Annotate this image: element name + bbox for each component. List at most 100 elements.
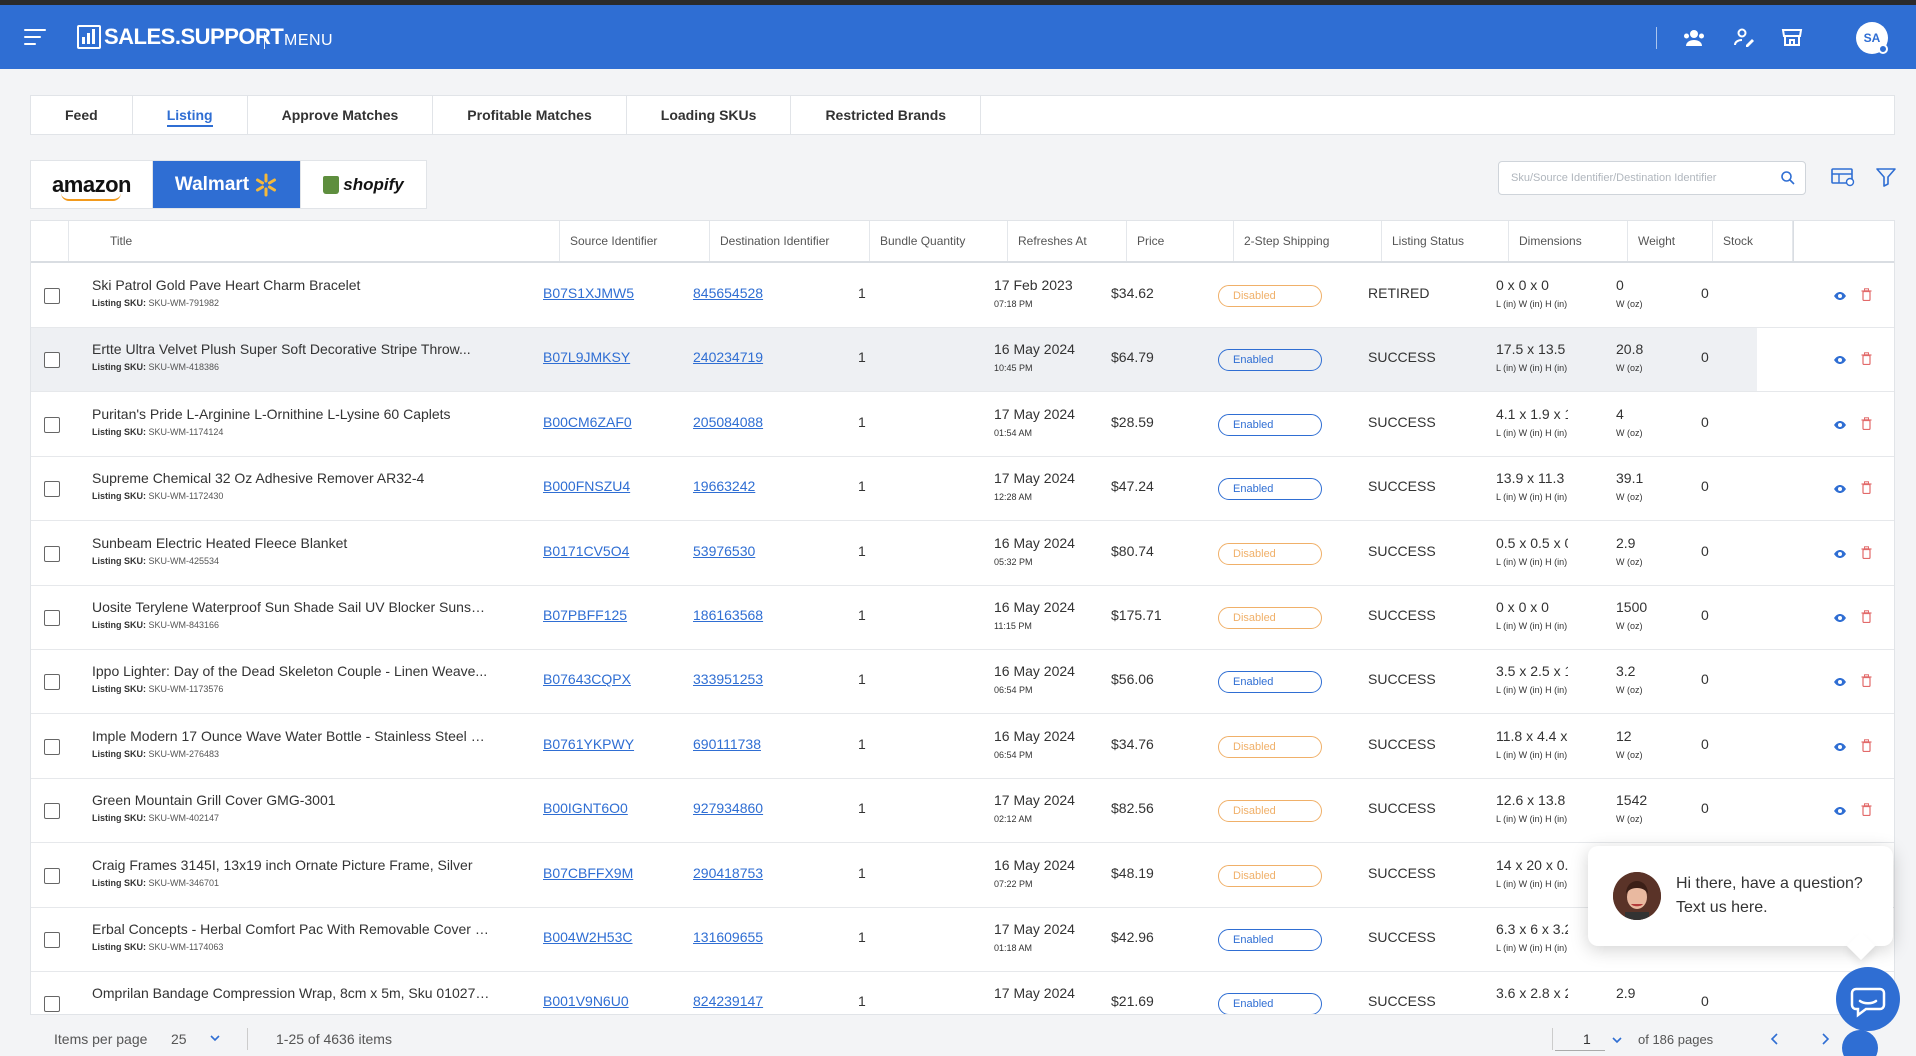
tab-approve-matches[interactable]: Approve Matches — [248, 96, 434, 134]
row-checkbox[interactable] — [44, 932, 60, 948]
product-title[interactable]: Uosite Terylene Waterproof Sun Shade Sai… — [92, 599, 492, 615]
tab-loading-skus[interactable]: Loading SKUs — [627, 96, 792, 134]
row-checkbox[interactable] — [44, 288, 60, 304]
product-title[interactable]: Sunbeam Electric Heated Fleece Blanket — [92, 534, 348, 551]
row-checkbox[interactable] — [44, 996, 60, 1013]
user-edit-icon[interactable] — [1732, 27, 1756, 49]
platform-walmart-button[interactable]: Walmart — [153, 161, 301, 208]
view-eye-icon[interactable] — [1833, 613, 1847, 623]
delete-trash-icon[interactable] — [1861, 288, 1872, 301]
destination-identifier-link[interactable]: 186163568 — [693, 607, 764, 623]
header-source-identifier[interactable]: Source Identifier — [560, 221, 710, 261]
page-chevron-down-icon[interactable] — [1612, 1036, 1622, 1044]
platform-amazon-button[interactable]: amazon — [31, 161, 153, 208]
view-eye-icon[interactable] — [1833, 355, 1847, 365]
destination-identifier-link[interactable]: 53976530 — [693, 542, 756, 559]
prev-page-icon[interactable] — [1770, 1033, 1780, 1045]
delete-trash-icon[interactable] — [1861, 417, 1872, 430]
view-eye-icon[interactable] — [1833, 677, 1847, 687]
delete-trash-icon[interactable] — [1861, 610, 1872, 623]
app-logo[interactable]: SALES.SUPPORT — [77, 24, 284, 49]
header-listing-status[interactable]: Listing Status — [1382, 221, 1509, 261]
refresh-chat-button[interactable] — [1842, 1030, 1878, 1056]
users-icon[interactable] — [1682, 27, 1706, 49]
row-checkbox[interactable] — [44, 610, 60, 626]
menu-label[interactable]: MENU — [284, 32, 334, 49]
shipping-toggle[interactable]: Enabled — [1218, 929, 1322, 951]
view-eye-icon[interactable] — [1833, 291, 1847, 301]
chat-launcher-button[interactable] — [1836, 967, 1900, 1031]
search-icon[interactable] — [1780, 170, 1796, 186]
shipping-toggle[interactable]: Disabled — [1218, 285, 1322, 307]
chevron-down-icon[interactable] — [210, 1034, 220, 1042]
row-checkbox[interactable] — [44, 674, 60, 691]
chat-popup[interactable]: Hi there, have a question? Text us here. — [1588, 846, 1893, 946]
shipping-toggle[interactable]: Enabled — [1218, 349, 1322, 372]
table-row[interactable]: Sunbeam Electric Heated Fleece Blanket Li… — [31, 521, 1894, 586]
destination-identifier-link[interactable]: 290418753 — [693, 864, 764, 881]
shipping-toggle[interactable]: Disabled — [1218, 607, 1322, 629]
header-bundle-quantity[interactable]: Bundle Quantity — [870, 221, 1008, 261]
tab-restricted-brands[interactable]: Restricted Brands — [791, 96, 982, 134]
row-checkbox[interactable] — [44, 352, 60, 369]
search-input[interactable] — [1499, 162, 1767, 194]
user-avatar[interactable]: SA — [1856, 22, 1888, 54]
table-row[interactable]: Craig Frames 3145I, 13x19 inch Ornate Pi… — [31, 843, 1894, 908]
header-title[interactable]: Title — [69, 221, 560, 261]
product-title[interactable]: Craig Frames 3145I, 13x19 inch Ornate Pi… — [92, 856, 473, 873]
source-identifier-link[interactable]: B00CM6ZAF0 — [543, 413, 632, 430]
shipping-toggle[interactable]: Enabled — [1218, 413, 1322, 436]
header-price[interactable]: Price — [1127, 221, 1234, 261]
table-row[interactable]: Imple Modern 17 Ounce Wave Water Bottle … — [31, 714, 1894, 779]
hamburger-menu-icon[interactable] — [24, 29, 46, 45]
page-number-select[interactable]: 1 — [1555, 1027, 1622, 1051]
product-title[interactable]: Supreme Chemical 32 Oz Adhesive Remover … — [92, 470, 425, 487]
header-dimensions[interactable]: Dimensions — [1509, 221, 1628, 261]
view-eye-icon[interactable] — [1833, 549, 1847, 559]
row-checkbox[interactable] — [44, 545, 60, 562]
row-checkbox[interactable] — [44, 803, 60, 820]
destination-identifier-link[interactable]: 845654528 — [693, 285, 764, 301]
view-eye-icon[interactable] — [1833, 420, 1847, 430]
table-row[interactable]: Ippo Lighter: Day of the Dead Skeleton C… — [31, 650, 1894, 715]
shipping-toggle[interactable]: Disabled — [1218, 735, 1322, 758]
table-row[interactable]: Ski Patrol Gold Pave Heart Charm Bracele… — [31, 264, 1894, 328]
delete-trash-icon[interactable] — [1861, 481, 1872, 495]
source-identifier-link[interactable]: B0761YKPWY — [543, 735, 635, 752]
destination-identifier-link[interactable]: 131609655 — [693, 929, 764, 945]
source-identifier-link[interactable]: B00IGNT6O0 — [543, 800, 628, 817]
header-2-step-shipping[interactable]: 2-Step Shipping — [1234, 221, 1382, 261]
table-row[interactable]: Puritan's Pride L-Arginine L-Ornithine L… — [31, 392, 1894, 457]
product-title[interactable]: Ippo Lighter: Day of the Dead Skeleton C… — [92, 663, 488, 680]
shipping-toggle[interactable]: Disabled — [1218, 800, 1322, 823]
product-title[interactable]: Ski Patrol Gold Pave Heart Charm Bracele… — [92, 277, 361, 293]
delete-trash-icon[interactable] — [1861, 739, 1872, 752]
product-title[interactable]: Imple Modern 17 Ounce Wave Water Bottle … — [92, 727, 492, 744]
source-identifier-link[interactable]: B07L9JMKSY — [543, 349, 631, 366]
column-settings-icon[interactable] — [1830, 166, 1856, 188]
table-row[interactable]: Ertte Ultra Velvet Plush Super Soft Deco… — [31, 328, 1894, 393]
source-identifier-link[interactable]: B07S1XJMW5 — [543, 285, 635, 301]
destination-identifier-link[interactable]: 240234719 — [693, 349, 764, 366]
row-checkbox[interactable] — [44, 738, 60, 755]
table-row[interactable]: Uosite Terylene Waterproof Sun Shade Sai… — [31, 586, 1894, 650]
table-row[interactable]: Green Mountain Grill Cover GMG-3001 Listi… — [31, 779, 1894, 844]
source-identifier-link[interactable]: B07CBFFX9M — [543, 864, 634, 881]
product-title[interactable]: Ertte Ultra Velvet Plush Super Soft Deco… — [92, 341, 471, 358]
destination-identifier-link[interactable]: 333951253 — [693, 671, 764, 688]
view-eye-icon[interactable] — [1833, 806, 1847, 816]
shipping-toggle[interactable]: Enabled — [1218, 478, 1322, 501]
destination-identifier-link[interactable]: 205084088 — [693, 413, 764, 430]
view-eye-icon[interactable] — [1833, 484, 1847, 494]
row-checkbox[interactable] — [44, 416, 60, 433]
shipping-toggle[interactable]: Disabled — [1218, 864, 1322, 887]
table-row[interactable]: Erbal Concepts - Herbal Comfort Pac With… — [31, 908, 1894, 972]
destination-identifier-link[interactable]: 824239147 — [693, 993, 764, 1010]
header-weight[interactable]: Weight — [1628, 221, 1713, 261]
items-per-page-select[interactable]: 25 — [171, 1031, 187, 1047]
destination-identifier-link[interactable]: 690111738 — [693, 735, 761, 752]
table-row[interactable]: Supreme Chemical 32 Oz Adhesive Remover … — [31, 457, 1894, 522]
product-title[interactable]: Omprilan Bandage Compression Wrap, 8cm x… — [92, 985, 492, 1002]
source-identifier-link[interactable]: B0171CV5O4 — [543, 542, 630, 559]
shipping-toggle[interactable]: Disabled — [1218, 542, 1322, 565]
